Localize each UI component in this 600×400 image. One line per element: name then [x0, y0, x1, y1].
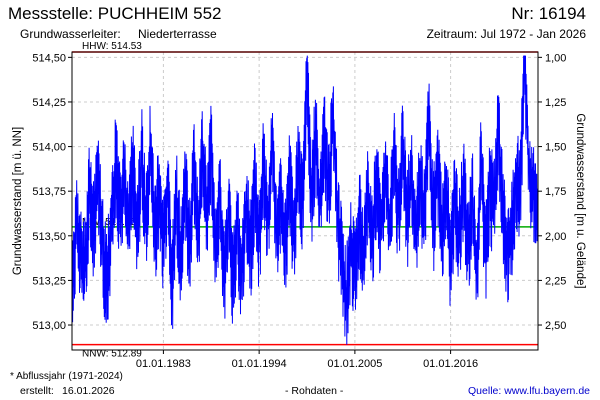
source-link[interactable]: Quelle: www.lfu.bayern.de: [468, 385, 590, 397]
y-tick-label-left: 513,25: [32, 275, 66, 287]
x-tick-label: 01.01.2016: [423, 358, 478, 370]
y-tick-label-left: 513,50: [32, 231, 66, 243]
y-tick-label-left: 513,75: [32, 186, 66, 198]
y-tick-label-left: 514,50: [32, 52, 66, 64]
created-label: erstellt:: [20, 385, 54, 397]
data-status: - Rohdaten -: [285, 385, 344, 397]
y-tick-label-right: 1,50: [545, 142, 566, 154]
hhw-label: HHW: 514.53: [82, 41, 142, 52]
nnw-label: NNW: 512.89: [82, 349, 142, 360]
x-tick-label: 01.01.1983: [136, 358, 191, 370]
plot-frame: [71, 51, 539, 351]
page-title: Messstelle: PUCHHEIM 552: [8, 4, 222, 23]
grid-layer: [72, 52, 538, 350]
created-date: 16.01.2026: [62, 385, 115, 397]
y-axis-label-right: Grundwasserstand [m u. Gelände]: [574, 113, 586, 288]
series-line: [71, 55, 539, 345]
period-label: Zeitraum: Jul 1972 - Jan 2026: [426, 27, 586, 41]
footnote: * Abflussjahr (1971-2024): [10, 371, 123, 382]
y-tick-label-right: 1,00: [545, 52, 566, 64]
y-tick-label-left: 513,00: [32, 320, 66, 332]
y-tick-label-right: 2,50: [545, 320, 566, 332]
y-tick-label-left: 514,25: [32, 97, 66, 109]
axis-layer: 514,50 1,00 514,25 1,25 514,00 1,50 513,75 1,75…: [32, 52, 566, 370]
mw-label: MW: 513.55: [82, 217, 136, 228]
station-number: Nr: 16194: [511, 4, 586, 23]
y-tick-label-right: 2,00: [545, 231, 566, 243]
x-tick-label: 01.01.2005: [327, 358, 382, 370]
y-tick-label-right: 1,25: [545, 97, 566, 109]
y-tick-label-right: 1,75: [545, 186, 566, 198]
y-tick-label-left: 514,00: [32, 142, 66, 154]
series-layer: [71, 55, 539, 345]
aquifer-value: Niederterrasse: [138, 27, 217, 41]
x-tick-label: 01.01.1994: [232, 358, 287, 370]
y-axis-label-left: Grundwasserstand [m ü. NN]: [12, 127, 24, 275]
y-tick-label-right: 2,25: [545, 275, 566, 287]
aquifer-label: Grundwasserleiter:: [20, 27, 121, 41]
